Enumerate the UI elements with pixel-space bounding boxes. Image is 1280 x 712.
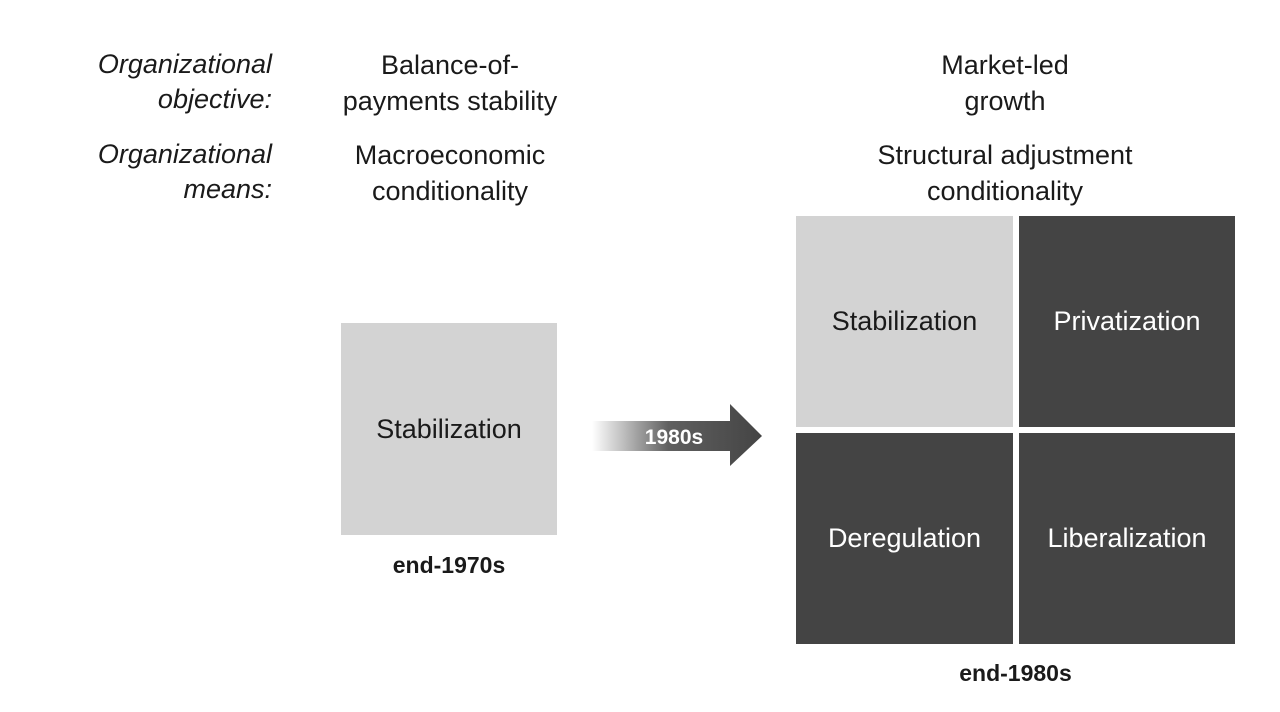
- before-stabilization-box: Stabilization: [341, 323, 557, 535]
- privatization-box: Privatization: [1019, 216, 1235, 427]
- after-objective-line-2: growth: [964, 86, 1046, 116]
- privatization-label: Privatization: [1053, 306, 1201, 336]
- after-means-line-1: Structural adjustment: [877, 140, 1133, 170]
- after-means-line-2: conditionality: [926, 176, 1084, 206]
- before-objective: Balance-of- payments stability: [300, 47, 600, 119]
- objective-label-line-2: objective:: [157, 84, 272, 114]
- before-means-line-1: Macroeconomic: [354, 140, 546, 170]
- before-era-label: end-1970s: [392, 552, 506, 578]
- objective-row-label: Organizational objective:: [42, 47, 272, 117]
- means-label-line-2: means:: [183, 174, 272, 204]
- deregulation-label: Deregulation: [827, 523, 982, 553]
- arrow-label: 1980s: [645, 426, 703, 449]
- deregulation-box: Deregulation: [796, 433, 1013, 644]
- after-objective-line-1: Market-led: [941, 50, 1069, 80]
- before-objective-line-2: payments stability: [342, 86, 558, 116]
- liberalization-box: Liberalization: [1019, 433, 1235, 644]
- liberalization-label: Liberalization: [1047, 523, 1207, 553]
- after-stabilization-label: Stabilization: [831, 306, 978, 336]
- before-means: Macroeconomic conditionality: [300, 137, 600, 209]
- arrow-shape: [592, 404, 762, 466]
- means-row-label: Organizational means:: [42, 137, 272, 207]
- transition-arrow: 1980s: [592, 404, 762, 466]
- after-means: Structural adjustment conditionality: [805, 137, 1205, 209]
- before-means-line-2: conditionality: [371, 176, 529, 206]
- after-objective: Market-led growth: [805, 47, 1205, 119]
- objective-label-line-1: Organizational: [97, 49, 272, 79]
- before-stabilization-label: Stabilization: [376, 413, 522, 444]
- before-objective-line-1: Balance-of-: [380, 50, 520, 80]
- means-label-line-1: Organizational: [97, 139, 272, 169]
- after-stabilization-box: Stabilization: [796, 216, 1013, 427]
- after-era-label: end-1980s: [959, 660, 1072, 686]
